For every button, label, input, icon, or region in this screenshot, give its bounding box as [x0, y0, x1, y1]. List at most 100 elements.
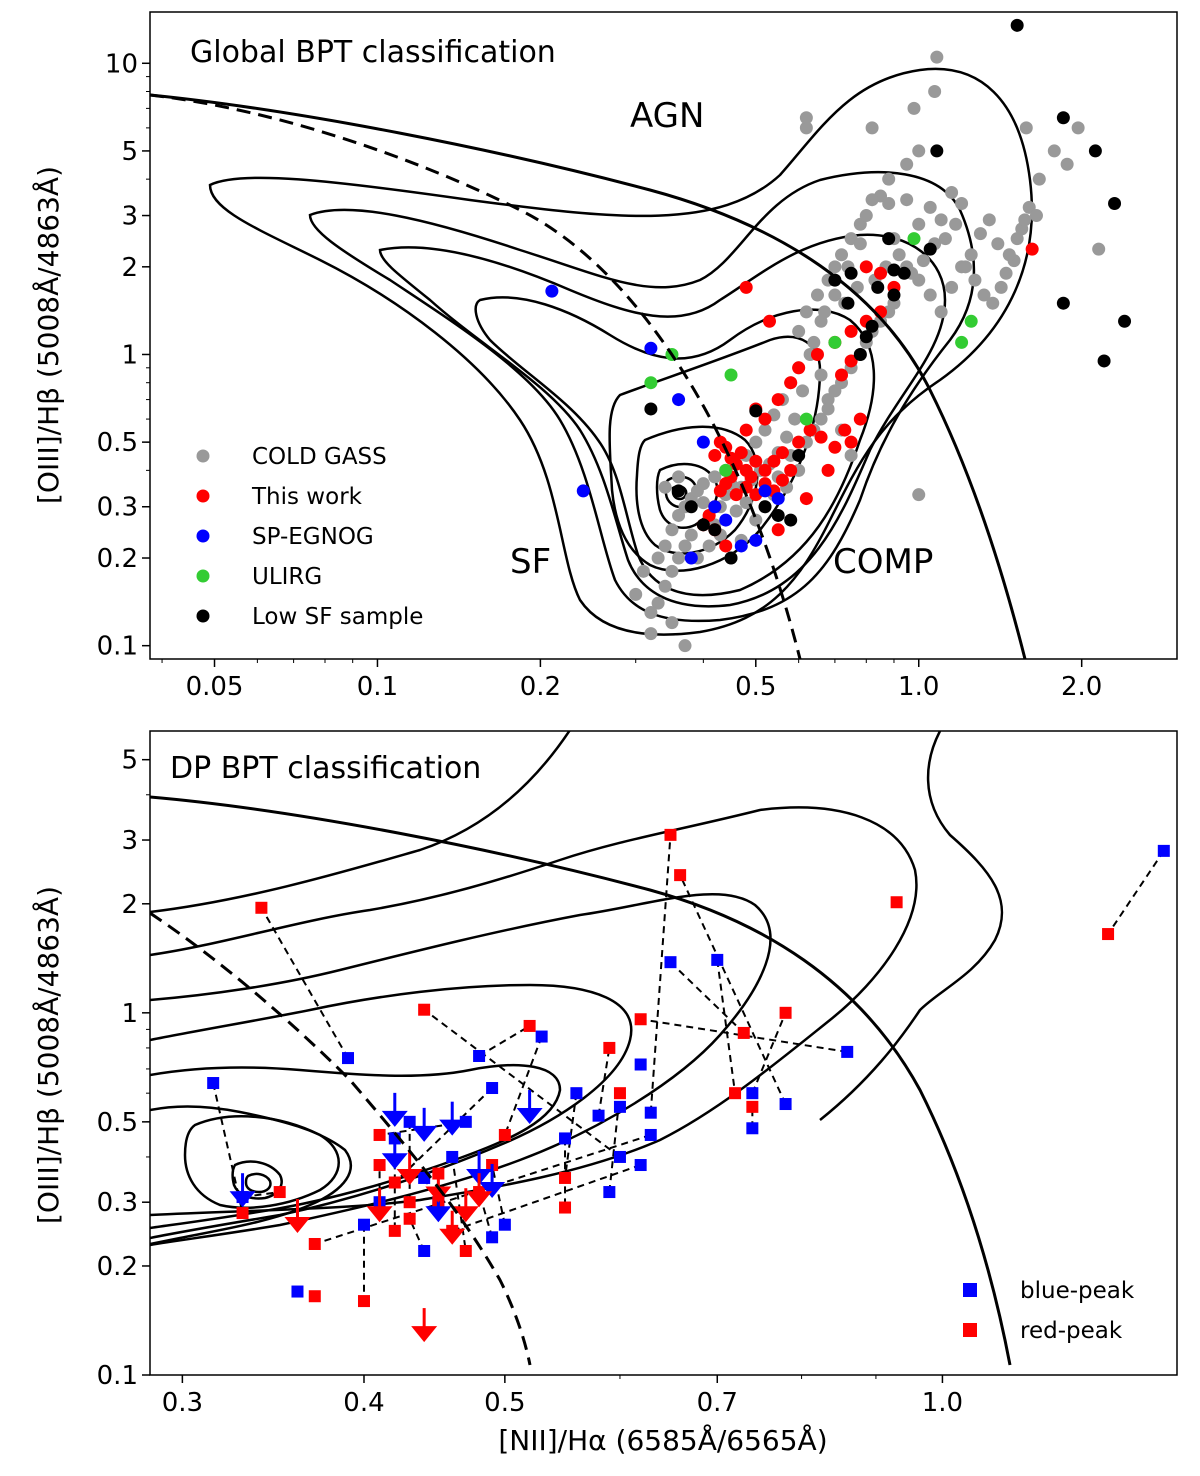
data-point — [665, 523, 679, 537]
data-point — [739, 423, 753, 437]
data-point — [912, 488, 926, 502]
data-point — [439, 1101, 466, 1136]
pair-connector — [669, 961, 745, 1034]
data-point — [459, 1115, 472, 1128]
data-point — [844, 448, 858, 462]
x-tick-label: 0.4 — [343, 1388, 384, 1418]
contour-1 — [208, 67, 1034, 636]
y-axis-title: [OIII]/Hβ (5008Å/4863Å) — [31, 886, 65, 1224]
pair-connector — [478, 1025, 531, 1057]
data-point — [767, 454, 781, 468]
data-point — [930, 50, 944, 64]
data-point — [897, 266, 911, 280]
pair-connector — [716, 959, 737, 1094]
data-point — [930, 144, 944, 158]
data-point — [719, 513, 733, 527]
y-tick-label: 0.3 — [97, 493, 138, 523]
data-point — [828, 440, 842, 454]
x-tick-label: 2.0 — [1061, 672, 1102, 702]
pair-connector — [608, 1093, 621, 1193]
data-point — [411, 1308, 438, 1343]
data-point — [784, 376, 798, 390]
data-point — [771, 508, 785, 522]
series-ulirg — [644, 232, 978, 477]
data-point — [788, 412, 802, 426]
data-point — [696, 518, 710, 532]
scatter-points — [207, 828, 1170, 1343]
y-tick-label: 10 — [105, 49, 138, 79]
data-point — [592, 1109, 605, 1122]
data-point — [603, 1041, 616, 1054]
data-point — [814, 368, 828, 382]
data-point — [439, 1210, 466, 1245]
data-point — [570, 1087, 583, 1100]
global-bpt-panel: 0.05 0.1 0.2 0.5 1.0 2.0 0.1 0.2 0.3 0.5 1 2 3 5 10 Gl… — [31, 11, 1178, 702]
data-point — [1071, 121, 1085, 135]
data-point — [835, 248, 849, 262]
legend: COLD GASS This work SP-EGNOG ULIRG Low SF sa… — [196, 444, 423, 630]
data-point — [799, 305, 813, 319]
data-point — [977, 288, 991, 302]
y-tick-label: 0.2 — [97, 544, 138, 574]
pair-connector — [451, 1164, 641, 1232]
y-tick-label: 0.1 — [97, 632, 138, 662]
data-point — [955, 196, 969, 210]
data-point — [388, 1224, 401, 1237]
data-point — [308, 1290, 321, 1303]
data-point — [818, 305, 832, 319]
data-point — [964, 314, 978, 328]
data-point — [651, 551, 665, 565]
y-tick-label: 1 — [121, 340, 138, 370]
data-point — [907, 232, 921, 246]
contour-3 — [150, 893, 772, 1247]
data-point — [821, 393, 835, 407]
data-point — [634, 1159, 647, 1172]
contour-5 — [150, 1064, 562, 1230]
data-point — [284, 1199, 311, 1234]
data-point — [749, 404, 763, 418]
data-point — [841, 1045, 854, 1058]
sf-region-label: SF — [510, 542, 551, 582]
contour-1 — [150, 731, 571, 914]
data-point — [486, 1231, 499, 1244]
data-point — [734, 539, 748, 553]
y-axis-title: [OIII]/Hβ (5008Å/4863Å) — [31, 166, 65, 504]
x-tick-label: 0.2 — [520, 672, 561, 702]
data-point — [1108, 196, 1122, 210]
data-point — [792, 324, 806, 338]
data-point — [644, 341, 658, 355]
data-point — [865, 319, 879, 333]
contour-7 — [655, 462, 719, 529]
pair-connector — [503, 1036, 543, 1136]
contour-6 — [150, 1105, 352, 1246]
series-red-peak — [236, 828, 1115, 1308]
data-point — [411, 1107, 438, 1142]
data-point — [780, 430, 794, 444]
data-point — [674, 869, 687, 882]
y-tick-label: 0.2 — [97, 1252, 138, 1282]
legend-marker — [963, 1323, 977, 1337]
data-point — [729, 1087, 742, 1100]
contour-2 — [308, 171, 976, 623]
data-point — [1092, 242, 1106, 256]
data-point — [828, 273, 842, 287]
pair-connector — [451, 1156, 467, 1252]
series-low-sf-sample — [644, 18, 1132, 565]
data-point — [684, 551, 698, 565]
data-point — [559, 1201, 572, 1214]
contour-2 — [150, 806, 918, 1217]
data-point — [1002, 248, 1016, 262]
data-point — [418, 1244, 431, 1257]
data-point — [968, 273, 982, 287]
y-tick-label: 5 — [121, 137, 138, 167]
x-tick-label: 0.5 — [484, 1388, 525, 1418]
data-point — [516, 1090, 543, 1125]
data-point — [973, 227, 987, 241]
data-point — [758, 500, 772, 514]
data-point — [644, 605, 658, 619]
data-point — [934, 213, 948, 227]
data-point — [665, 564, 679, 578]
data-point — [828, 288, 842, 302]
data-point — [357, 1218, 370, 1231]
data-point — [814, 412, 828, 426]
